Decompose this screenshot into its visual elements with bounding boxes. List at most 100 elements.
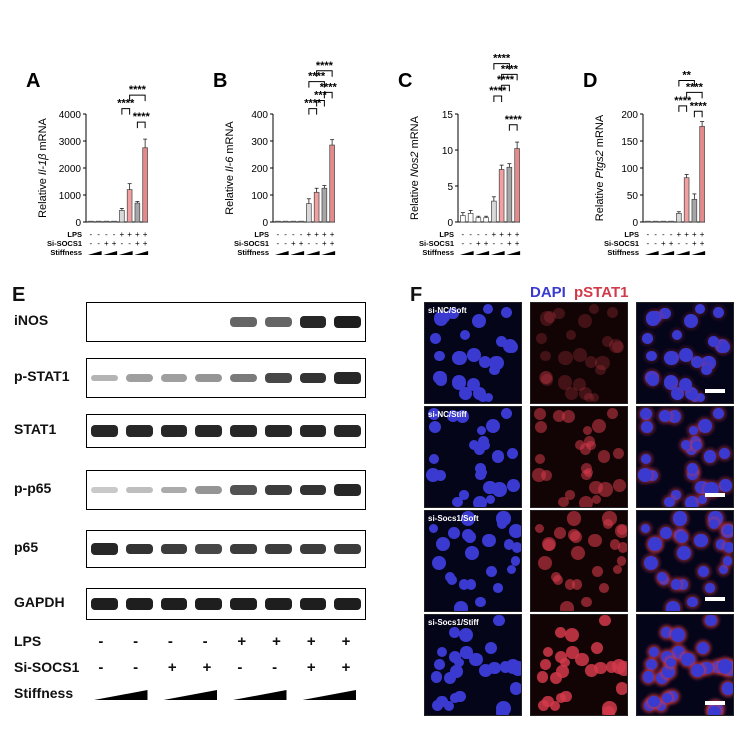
cell-nucleus bbox=[569, 530, 583, 544]
sisocs1-sign: + bbox=[692, 239, 697, 248]
cell-nucleus bbox=[556, 665, 569, 678]
lps-sign: + bbox=[120, 230, 125, 239]
cell-nucleus bbox=[501, 307, 513, 318]
blot-condition-sign: + bbox=[167, 659, 177, 676]
stiffness-wedge bbox=[274, 251, 289, 255]
stiffness-wedge bbox=[134, 251, 149, 255]
cell-nucleus bbox=[707, 335, 719, 347]
cell-nucleus bbox=[679, 348, 694, 363]
chart-a: A 0 1000 2000 3000 4000 Relative Il-1β mRNA ***… bbox=[26, 70, 151, 257]
y-tick-label: 300 bbox=[251, 137, 268, 148]
bar bbox=[683, 177, 690, 223]
blot-band bbox=[91, 487, 118, 493]
sisocs1-sign: - bbox=[315, 239, 318, 248]
stiffness-wedge bbox=[290, 251, 305, 255]
cell-nucleus bbox=[565, 387, 578, 400]
blot-condition-sign: - bbox=[98, 633, 104, 650]
blot-band bbox=[334, 484, 361, 496]
cell-nucleus bbox=[659, 307, 671, 320]
blot-band bbox=[334, 598, 361, 610]
cell-nucleus bbox=[723, 542, 733, 553]
cell-nucleus bbox=[647, 536, 662, 552]
cell-nucleus bbox=[452, 350, 467, 366]
blot-condition-sign: + bbox=[341, 659, 351, 676]
blot-band bbox=[160, 598, 188, 610]
cell-nucleus bbox=[552, 409, 566, 423]
significance-bracket bbox=[316, 70, 333, 77]
cell-nucleus bbox=[579, 387, 593, 401]
cell-nucleus bbox=[615, 682, 627, 695]
cell-nucleus bbox=[602, 705, 615, 715]
cell-nucleus bbox=[718, 564, 729, 575]
blot-band bbox=[195, 543, 222, 555]
y-tick-label: 2000 bbox=[59, 164, 82, 175]
lps-sign: - bbox=[647, 230, 650, 239]
blot-strip bbox=[86, 470, 366, 510]
cell-nucleus bbox=[485, 418, 501, 434]
cell-nucleus bbox=[672, 511, 688, 527]
cell-nucleus bbox=[686, 443, 698, 455]
significance-label: **** bbox=[129, 84, 147, 96]
sisocs1-sign: + bbox=[507, 239, 512, 248]
significance-bracket bbox=[678, 105, 688, 112]
blot-row-label: GAPDH bbox=[14, 594, 65, 610]
cell-nucleus bbox=[465, 579, 477, 590]
bar bbox=[134, 202, 141, 223]
cell-nucleus bbox=[703, 450, 717, 463]
sisocs1-sign: - bbox=[90, 239, 93, 248]
cell-nucleus bbox=[556, 693, 567, 704]
cell-nucleus bbox=[540, 659, 552, 670]
cell-nucleus bbox=[579, 495, 593, 507]
cell-nucleus bbox=[565, 329, 577, 340]
cell-nucleus bbox=[469, 652, 483, 667]
merge-micrograph bbox=[636, 302, 734, 404]
blot-row-label: iNOS bbox=[14, 312, 49, 328]
lps-sign: + bbox=[314, 230, 319, 239]
cell-nucleus bbox=[564, 579, 576, 590]
cell-nucleus bbox=[480, 440, 490, 451]
cell-nucleus bbox=[467, 378, 481, 392]
cell-nucleus bbox=[496, 518, 508, 530]
lps-sign: - bbox=[654, 230, 657, 239]
blot-band bbox=[334, 425, 361, 437]
cell-nucleus bbox=[616, 525, 627, 536]
bar bbox=[142, 147, 148, 223]
cell-nucleus bbox=[681, 652, 695, 667]
cell-nucleus bbox=[435, 374, 448, 386]
blot-condition-sign: - bbox=[272, 659, 278, 676]
cell-nucleus bbox=[434, 659, 446, 670]
panel-label-f: F bbox=[410, 284, 423, 306]
cell-nucleus bbox=[666, 657, 676, 668]
bar bbox=[691, 198, 698, 223]
blot-band bbox=[230, 425, 257, 437]
blot-condition-sign: + bbox=[272, 633, 281, 650]
cell-nucleus bbox=[496, 705, 509, 715]
cell-nucleus bbox=[507, 447, 519, 459]
blot-condition-label: Si-SOCS1 bbox=[14, 659, 80, 675]
cell-nucleus bbox=[671, 329, 683, 340]
significance-label: **** bbox=[133, 111, 151, 123]
cell-nucleus bbox=[561, 409, 575, 423]
y-tick-label: 0 bbox=[75, 218, 81, 229]
stiffness-wedge bbox=[118, 251, 133, 255]
condition-row-label: LPS bbox=[439, 230, 454, 239]
blot-band bbox=[334, 543, 361, 555]
blot-band bbox=[125, 598, 153, 610]
blot-band bbox=[299, 425, 327, 437]
sisocs1-sign: + bbox=[484, 239, 489, 248]
cell-nucleus bbox=[558, 350, 573, 366]
cell-nucleus bbox=[665, 600, 681, 611]
cell-nucleus bbox=[663, 375, 678, 390]
significance-bracket bbox=[493, 63, 510, 70]
stiffness-wedge bbox=[87, 251, 102, 255]
stiffness-wedge bbox=[490, 251, 505, 255]
cell-nucleus bbox=[484, 641, 498, 654]
y-axis-label: Relative Il-6 mRNA bbox=[224, 121, 236, 215]
lps-sign: + bbox=[692, 230, 697, 239]
cell-nucleus bbox=[566, 511, 582, 527]
cell-nucleus bbox=[463, 530, 477, 544]
blot-band bbox=[91, 598, 118, 610]
stiffness-wedge bbox=[94, 690, 148, 700]
blot-band bbox=[125, 543, 153, 555]
cell-nucleus bbox=[640, 420, 653, 433]
